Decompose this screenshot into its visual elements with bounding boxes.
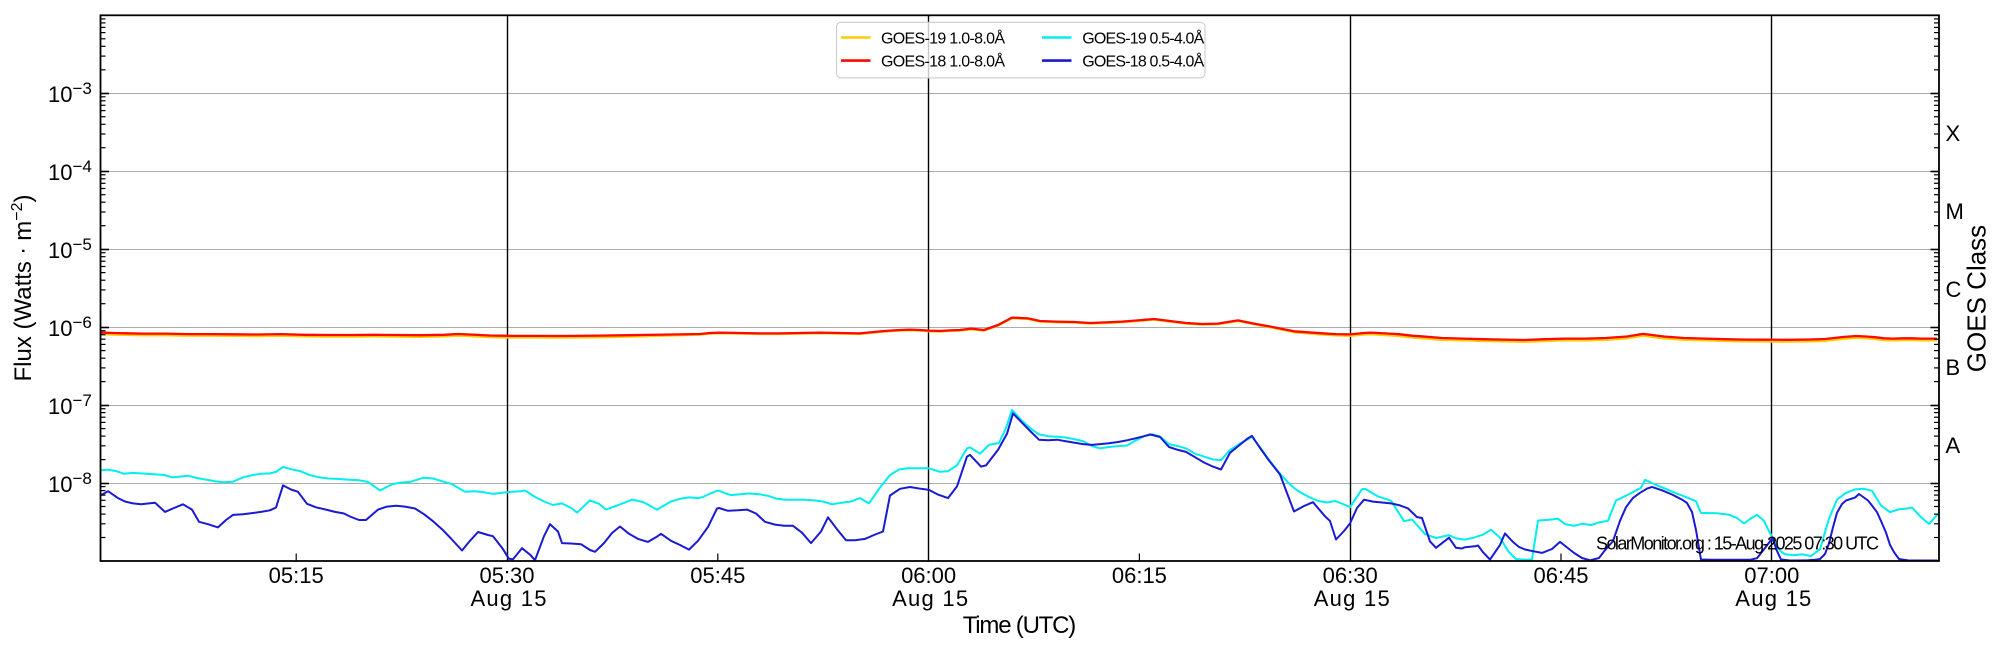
svg-text:Aug 15: Aug 15	[471, 586, 547, 611]
svg-text:10−6: 10−6	[48, 313, 92, 341]
svg-text:06:00: 06:00	[901, 563, 956, 588]
svg-text:GOES-19 0.5-4.0Å: GOES-19 0.5-4.0Å	[1082, 28, 1204, 47]
svg-text:Time (UTC): Time (UTC)	[963, 612, 1077, 639]
svg-text:GOES Class: GOES Class	[1962, 225, 1992, 372]
svg-text:06:30: 06:30	[1323, 563, 1378, 588]
svg-text:06:15: 06:15	[1112, 563, 1167, 588]
svg-text:M: M	[1946, 199, 1964, 224]
svg-text:07:00: 07:00	[1744, 563, 1799, 588]
svg-text:GOES-18 0.5-4.0Å: GOES-18 0.5-4.0Å	[1082, 51, 1204, 70]
svg-text:Flux (Watts ⋅ m−2): Flux (Watts ⋅ m−2)	[9, 194, 37, 381]
svg-text:05:30: 05:30	[479, 563, 534, 588]
svg-text:B: B	[1946, 355, 1961, 380]
svg-text:Aug 15: Aug 15	[1735, 586, 1811, 611]
svg-text:05:15: 05:15	[269, 563, 324, 588]
svg-text:A: A	[1946, 433, 1961, 458]
svg-text:Aug 15: Aug 15	[892, 586, 968, 611]
svg-text:GOES-19 1.0-8.0Å: GOES-19 1.0-8.0Å	[881, 28, 1005, 47]
svg-text:10−4: 10−4	[48, 157, 92, 185]
svg-text:X: X	[1946, 121, 1961, 146]
svg-text:SolarMonitor.org : 15-Aug-2025: SolarMonitor.org : 15-Aug-2025 07:30 UTC	[1596, 534, 1879, 554]
svg-text:Aug 15: Aug 15	[1314, 586, 1390, 611]
svg-text:06:45: 06:45	[1533, 563, 1588, 588]
svg-text:GOES-18 1.0-8.0Å: GOES-18 1.0-8.0Å	[881, 51, 1005, 70]
svg-text:05:45: 05:45	[690, 563, 745, 588]
svg-text:C: C	[1946, 277, 1962, 302]
